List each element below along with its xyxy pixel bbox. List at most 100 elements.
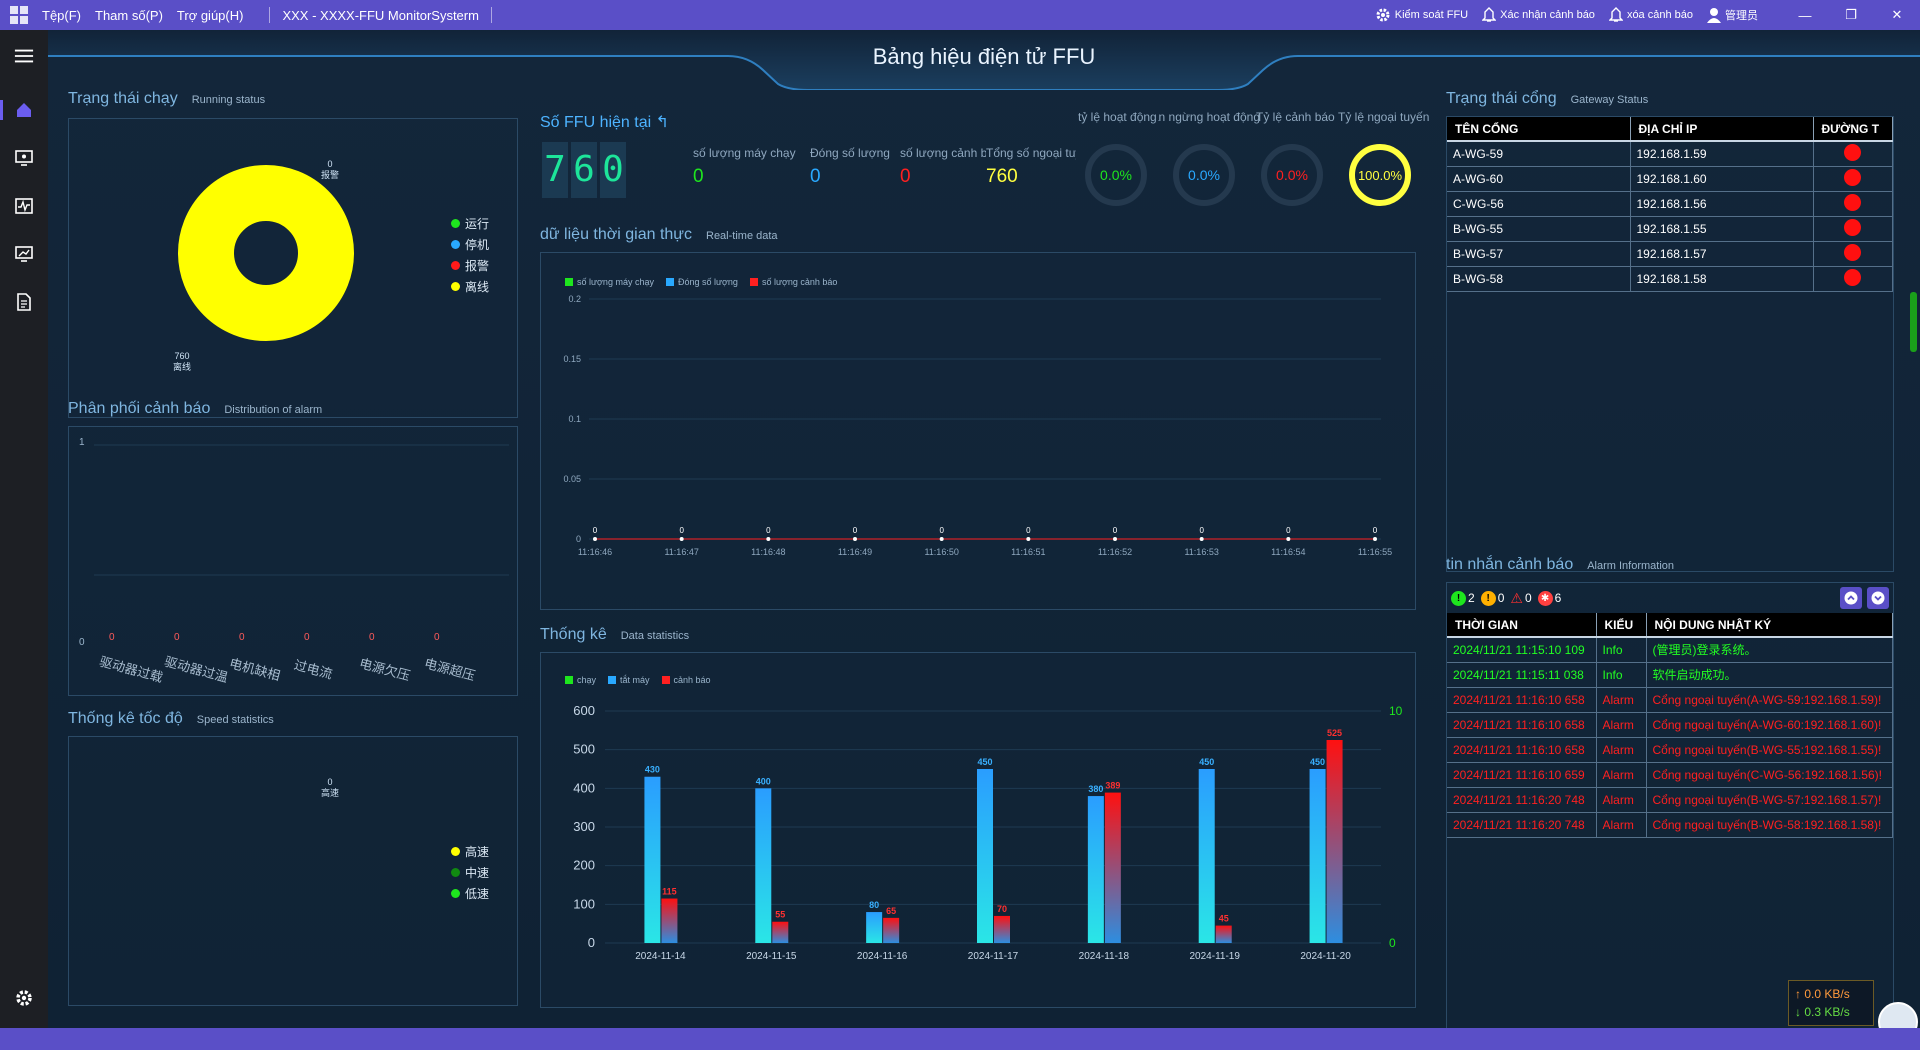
table-row[interactable]: B-WG-55 192.168.1.55 xyxy=(1447,216,1893,242)
realtime-panel: số lượng máy chạy Đóng số lượng số lượng… xyxy=(540,252,1416,610)
x-tick-label: 11:16:49 xyxy=(838,547,872,557)
column-header[interactable]: NỘI DUNG NHẬT KÝ xyxy=(1646,613,1893,638)
table-row[interactable]: B-WG-57 192.168.1.57 xyxy=(1447,241,1893,267)
page-title: Bảng hiệu điện tử FFU xyxy=(872,44,1096,69)
menu-bar: Tệp(F) Tham số(P) Trợ giúp(H) XXX - XXXX… xyxy=(0,0,1920,30)
table-header-row: THỜI GIAN KIỂU NỘI DUNG NHẬT KÝ xyxy=(1447,613,1893,638)
data-point xyxy=(679,537,684,541)
table-row[interactable]: 2024/11/21 11:16:20 748 Alarm Cổng ngoại t… xyxy=(1447,787,1893,813)
bar-shutdown xyxy=(755,788,772,943)
offline-status-dot xyxy=(1844,268,1862,286)
close-button[interactable]: ✕ xyxy=(1891,7,1903,22)
data-label: 0 xyxy=(1199,526,1204,535)
menu-help[interactable]: Trợ giúp(H) xyxy=(176,7,244,23)
data-label: 0 xyxy=(853,526,858,535)
column-header[interactable]: TÊN CỔNG xyxy=(1447,117,1631,142)
table-row[interactable]: B-WG-58 192.168.1.58 xyxy=(1447,266,1893,292)
table-row[interactable]: 2024/11/21 11:16:10 658 Alarm Cổng ngoại t… xyxy=(1447,687,1893,713)
gateway-ip: 192.168.1.58 xyxy=(1630,266,1814,292)
table-row[interactable]: 2024/11/21 11:16:10 659 Alarm Cổng ngoại t… xyxy=(1447,762,1893,788)
monitor-icon[interactable] xyxy=(14,148,34,168)
maximize-button[interactable]: ❐ xyxy=(1845,7,1857,22)
running-status-title-text: Trạng thái chạy xyxy=(68,90,178,107)
data-label: 0 xyxy=(939,526,944,535)
y-tick-label: 100 xyxy=(573,896,595,911)
clear-alarm-label: xóa cảnh báo xyxy=(1626,9,1693,21)
x-tick-label: 11:16:46 xyxy=(578,547,612,557)
scroll-up-button[interactable] xyxy=(1840,587,1862,609)
waveform-icon[interactable] xyxy=(14,196,34,216)
alarm-count-badge[interactable]: ✱ 6 xyxy=(1537,590,1562,606)
table-row[interactable]: A-WG-60 192.168.1.60 xyxy=(1447,166,1893,192)
legend-item: 中速 xyxy=(451,864,489,881)
alarm-dist-value: 0 xyxy=(109,632,115,643)
log-message: Cổng ngoại tuyến(B-WG-55:192.168.1.55)! xyxy=(1646,737,1893,763)
home-icon[interactable] xyxy=(14,100,34,120)
scroll-down-button[interactable] xyxy=(1867,587,1889,609)
user-button[interactable]: 管理员 xyxy=(1707,7,1758,23)
donut-offline-label: 760 离线 xyxy=(173,351,191,373)
table-row[interactable]: 2024/11/21 11:15:11 038 Info 软件启动成功。 xyxy=(1447,662,1893,688)
offline-status-dot xyxy=(1844,218,1862,236)
x-tick-label: 2024-11-17 xyxy=(968,951,1019,962)
log-type: Alarm xyxy=(1596,812,1647,838)
settings-gear-icon[interactable] xyxy=(14,988,34,1008)
y-tick-label: 200 xyxy=(573,858,595,873)
column-header[interactable]: THỜI GIAN xyxy=(1447,613,1597,638)
bar-value-label: 450 xyxy=(977,757,992,767)
table-row[interactable]: C-WG-56 192.168.1.56 xyxy=(1447,191,1893,217)
document-icon[interactable] xyxy=(14,292,34,312)
alarm-count: 6 xyxy=(1554,591,1562,605)
bar-value-label: 430 xyxy=(645,765,660,775)
speed-value-text: 高速 xyxy=(321,788,340,798)
gateway-name: A-WG-60 xyxy=(1447,166,1631,192)
donut-offline-value: 760 xyxy=(174,351,190,361)
hamburger-menu-icon[interactable] xyxy=(14,46,36,66)
running-status-panel: 0 报警 760 离线 运行 停机 报警 离线 xyxy=(68,118,518,418)
data-label: 0 xyxy=(766,526,771,535)
chevron-down-icon xyxy=(1871,591,1885,605)
legend-label: 中速 xyxy=(465,866,490,880)
stat-stopped-value: 0 xyxy=(810,166,821,187)
minimize-button[interactable]: — xyxy=(1798,7,1812,23)
legend-dot xyxy=(451,282,460,291)
refresh-arrow-icon[interactable]: ↰ xyxy=(655,114,670,131)
alarm-info-title: tin nhắn cảnh báo Alarm Information xyxy=(1446,556,1674,574)
confirm-alarm-button[interactable]: Xác nhận cảnh báo xyxy=(1482,7,1595,23)
table-row[interactable]: 2024/11/21 11:15:10 109 Info (管理员)登录系统。 xyxy=(1447,637,1893,663)
error-count-badge[interactable]: ⚠ 0 xyxy=(1510,590,1531,607)
gateway-name: C-WG-56 xyxy=(1447,191,1631,217)
rate-offline-label: Tỷ lệ ngoại tuyến xyxy=(1338,110,1430,124)
dashboard: Bảng hiệu điện tử FFU Trạng thái chạy Run… xyxy=(48,30,1920,1042)
ffu-digits: 7 6 0 xyxy=(542,142,629,198)
ffu-count-title-text: Số FFU hiện tại xyxy=(540,114,652,131)
alarm-nav xyxy=(1835,587,1889,609)
legend-item: Đóng số lượng xyxy=(665,277,738,287)
clear-alarm-button[interactable]: xóa cảnh báo xyxy=(1608,7,1693,23)
scrollbar-thumb[interactable] xyxy=(1910,292,1917,352)
ffu-control-button[interactable]: Kiểm soát FFU xyxy=(1375,7,1468,23)
column-header[interactable]: ĐƯỜNG T xyxy=(1813,117,1893,142)
table-row[interactable]: A-WG-59 192.168.1.59 xyxy=(1447,141,1893,167)
alarm-dist-panel: 1 0 0 驱动器过载 0 驱动器过温 0 电机缺相 0 过电流 0 电源欠压 0 电源超压 xyxy=(68,426,518,696)
menu-file[interactable]: Tệp(F) xyxy=(42,7,81,23)
data-point xyxy=(1373,537,1377,541)
info-count-badge[interactable]: ! 2 xyxy=(1451,590,1475,606)
menu-params[interactable]: Tham số(P) xyxy=(95,7,163,23)
stats-subtitle: Data statistics xyxy=(620,630,690,642)
speed-panel: 0 高速 高速 中速 低速 xyxy=(68,736,518,1006)
user-label: 管理员 xyxy=(1725,10,1758,22)
table-row[interactable]: 2024/11/21 11:16:10 658 Alarm Cổng ngoại t… xyxy=(1447,712,1893,738)
chart-screen-icon[interactable] xyxy=(14,244,34,264)
x-tick-label: 11:16:47 xyxy=(664,547,698,557)
table-row[interactable]: 2024/11/21 11:16:10 658 Alarm Cổng ngoại t… xyxy=(1447,737,1893,763)
alarm-bell-icon xyxy=(1608,7,1623,22)
column-header[interactable]: ĐỊA CHỈ IP xyxy=(1630,117,1814,142)
alarm-bell-icon xyxy=(1482,7,1497,22)
realtime-subtitle: Real-time data xyxy=(706,230,778,242)
warning-count-badge[interactable]: ! 0 xyxy=(1480,590,1504,606)
stat-offline-label: Tổng số ngoại tuyến xyxy=(986,146,1076,160)
table-row[interactable]: 2024/11/21 11:16:20 748 Alarm Cổng ngoại t… xyxy=(1447,812,1893,838)
column-header[interactable]: KIỂU xyxy=(1596,613,1647,638)
bar-value-label: 65 xyxy=(886,906,896,916)
